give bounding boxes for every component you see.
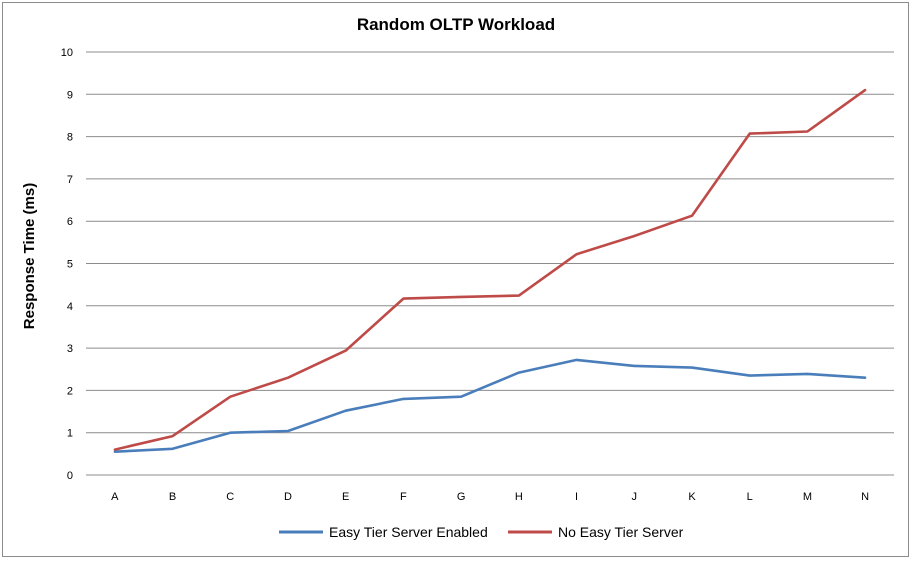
series-line-1 <box>113 358 867 454</box>
y-tick-label: 7 <box>67 174 73 186</box>
x-tick-label: G <box>457 491 466 503</box>
x-tick-label: H <box>515 491 523 503</box>
x-tick-label: E <box>342 491 349 503</box>
y-tick-label: 9 <box>67 89 73 101</box>
series-lines <box>113 88 867 454</box>
grid-lines <box>86 51 894 476</box>
x-tick-label: F <box>400 491 407 503</box>
x-tick-labels: A B C D E F G H I J K L M N <box>111 491 869 503</box>
y-tick-labels: 0 1 2 3 4 5 6 7 8 9 10 <box>61 47 73 482</box>
y-tick-label: 2 <box>67 385 73 397</box>
legend-label-1: Easy Tier Server Enabled <box>329 524 488 540</box>
x-tick-label: J <box>632 491 638 503</box>
x-tick-label: C <box>226 491 234 503</box>
x-tick-label: L <box>747 491 753 503</box>
chart-title: Random OLTP Workload <box>357 15 555 34</box>
legend: Easy Tier Server Enabled No Easy Tier Ser… <box>279 524 684 540</box>
y-tick-label: 1 <box>67 428 73 440</box>
series-line-2 <box>113 88 867 451</box>
x-tick-label: M <box>803 491 812 503</box>
y-tick-label: 3 <box>67 343 73 355</box>
y-axis-label: Response Time (ms) <box>21 183 38 329</box>
x-tick-label: D <box>284 491 292 503</box>
x-tick-label: A <box>111 491 119 503</box>
y-tick-label: 5 <box>67 259 73 271</box>
y-tick-label: 6 <box>67 216 73 228</box>
x-tick-label: I <box>575 491 578 503</box>
x-tick-label: K <box>688 491 696 503</box>
x-tick-label: B <box>169 491 176 503</box>
y-tick-label: 8 <box>67 132 73 144</box>
y-tick-label: 0 <box>67 470 73 482</box>
y-tick-label: 4 <box>67 301 73 313</box>
y-tick-label: 10 <box>61 47 73 59</box>
legend-label-2: No Easy Tier Server <box>558 524 684 540</box>
x-tick-label: N <box>861 491 869 503</box>
